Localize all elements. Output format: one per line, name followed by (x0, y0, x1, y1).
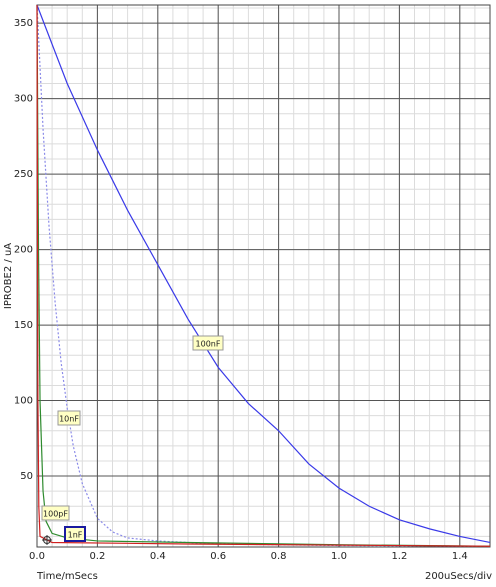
plot-border (36, 4, 491, 548)
x-tick-label: 0.0 (29, 551, 45, 562)
y-axis-label: IPROBE2 / uA (3, 243, 14, 309)
y-tick-label: 100 (14, 396, 33, 407)
series-tag: 10nF (59, 415, 79, 424)
y-tick-label: 150 (14, 320, 33, 331)
x-tick-label: 0.4 (150, 551, 166, 562)
x-tick-label: 1.4 (452, 551, 468, 562)
y-tick-label: 50 (20, 471, 33, 482)
series-tag: 1nF (68, 531, 83, 540)
x-tick-label: 1.0 (331, 551, 347, 562)
y-tick-label: 300 (14, 94, 33, 105)
series-tag-box (64, 526, 86, 542)
series-tag: 100pF (43, 510, 68, 519)
series-tag-box (192, 335, 224, 351)
series-line (36, 4, 491, 547)
x-axis-label: Time/mSecs (36, 571, 98, 582)
series-tag: 100nF (196, 340, 221, 349)
series-tag-box (41, 505, 70, 521)
series-line (36, 4, 491, 544)
x-tick-label: 1.2 (391, 551, 407, 562)
grid (36, 4, 491, 548)
series-tag-box (57, 410, 81, 426)
cursor-marker (42, 535, 52, 545)
y-tick-label: 350 (14, 18, 33, 29)
x-tick-label: 0.8 (271, 551, 287, 562)
x-tick-label: 0.2 (89, 551, 105, 562)
series-line (36, 4, 491, 547)
x-scale-label: 200uSecs/div (425, 571, 492, 582)
plot (36, 4, 491, 547)
y-tick-label: 200 (14, 245, 33, 256)
y-tick-label: 250 (14, 169, 33, 180)
x-tick-label: 0.6 (210, 551, 226, 562)
